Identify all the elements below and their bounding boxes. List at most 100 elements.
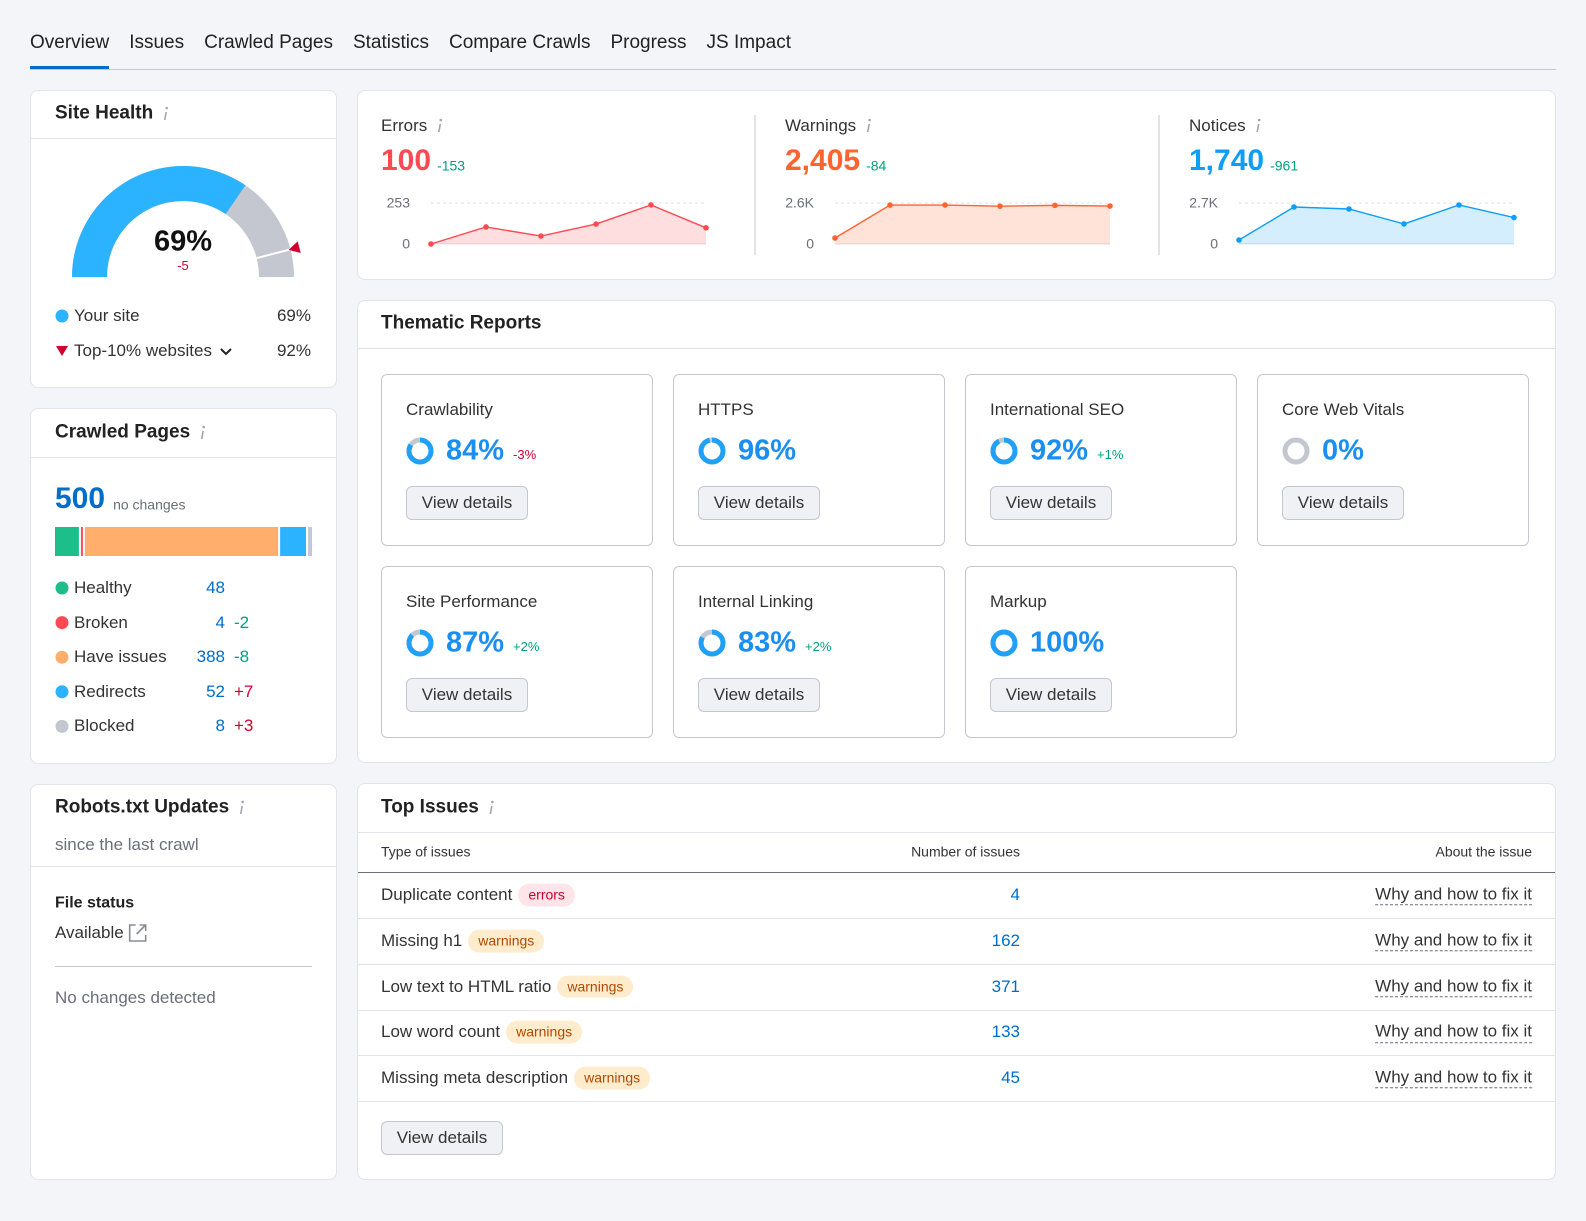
row-change: +3: [234, 716, 254, 736]
summary-label: Errors: [381, 115, 428, 135]
fix-link[interactable]: Why and how to fix it: [1375, 1022, 1532, 1043]
y-tick-label: 0: [1210, 235, 1218, 252]
crawled-total: 500: [55, 482, 106, 515]
view-details-button[interactable]: View details: [1282, 486, 1404, 520]
report-name: Internal Linking: [698, 591, 814, 611]
row-value: 388: [196, 646, 225, 666]
view-details-button[interactable]: View details: [406, 678, 528, 712]
column-header: Number of issues: [911, 843, 1020, 860]
view-details-button[interactable]: View details: [406, 486, 528, 520]
report-name: Site Performance: [406, 591, 538, 611]
report-name: Crawlability: [406, 399, 493, 419]
fix-link[interactable]: Why and how to fix it: [1375, 930, 1532, 952]
report-change: -3%: [513, 447, 537, 463]
summary-change: -153: [437, 157, 466, 174]
divider: [358, 1055, 1555, 1057]
row-value: 4: [215, 612, 225, 632]
card-title: Crawled Pages: [55, 421, 191, 443]
tab[interactable]: Overview: [30, 32, 110, 69]
report-tile: [381, 374, 653, 546]
divider: [358, 963, 1555, 965]
issue-tag: warnings: [468, 929, 545, 953]
y-tick-label: 253: [386, 194, 410, 211]
tab[interactable]: Statistics: [352, 32, 429, 53]
issue-name[interactable]: Low text to HTML ratio: [381, 976, 552, 996]
summary-total: 100: [381, 144, 432, 177]
thematic-reports-card: [357, 300, 1556, 763]
issue-name[interactable]: Missing meta description: [381, 1067, 569, 1087]
row-label: Blocked: [74, 716, 135, 736]
tab[interactable]: Progress: [610, 32, 687, 53]
tab[interactable]: JS Impact: [706, 32, 791, 53]
view-details-button[interactable]: View details: [698, 678, 820, 712]
y-tick-label: 2.7K: [1189, 194, 1218, 211]
report-change: +2%: [513, 639, 540, 655]
column-header: Type of issues: [381, 843, 471, 860]
summary-change: -84: [866, 157, 887, 174]
report-score: 100%: [1030, 626, 1105, 659]
report-change: +2%: [805, 639, 832, 655]
issue-tag: warnings: [557, 975, 634, 998]
report-change: +1%: [1097, 447, 1124, 463]
fix-link[interactable]: Why and how to fix it: [1375, 976, 1532, 998]
summary-label: Notices: [1189, 115, 1246, 135]
card-title: Thematic Reports: [381, 312, 542, 334]
report-name: Markup: [990, 591, 1047, 611]
issue-count[interactable]: 371: [991, 976, 1020, 996]
issue-count[interactable]: 45: [1001, 1067, 1020, 1087]
issue-name[interactable]: Duplicate content: [381, 884, 513, 904]
row-label: Healthy: [74, 577, 132, 597]
issue-name[interactable]: Missing h1: [381, 930, 463, 950]
report-score: 83%: [738, 626, 797, 659]
divider: [358, 348, 1555, 349]
legend-label: Top-10% websites: [74, 340, 212, 360]
view-details-button[interactable]: View details: [990, 678, 1112, 712]
view-details-button[interactable]: View details: [381, 1121, 503, 1155]
row-change: -8: [234, 646, 250, 666]
y-tick-label: 0: [402, 235, 410, 252]
summary-total: 1,740: [1189, 144, 1265, 177]
message: No changes detected: [55, 987, 216, 1007]
fix-link[interactable]: Why and how to fix it: [1375, 1067, 1532, 1089]
tab[interactable]: Crawled Pages: [204, 32, 333, 53]
fix-link[interactable]: Why and how to fix it: [1375, 884, 1532, 906]
divider: [358, 1101, 1555, 1102]
divider: [30, 69, 1556, 70]
row-value: 52: [206, 681, 225, 701]
report-name: Core Web Vitals: [1282, 399, 1405, 419]
robots-card: [30, 784, 337, 1180]
report-tile: [965, 566, 1237, 738]
issue-name[interactable]: Low word count: [381, 1022, 501, 1042]
summary-total: 2,405: [785, 144, 861, 177]
tab[interactable]: Compare Crawls: [448, 32, 591, 53]
row-change: -2: [234, 612, 250, 632]
row-value: 8: [215, 716, 225, 736]
file-status-label: File status: [55, 894, 135, 912]
divider: [55, 966, 312, 967]
report-score: 84%: [446, 434, 505, 467]
issue-count[interactable]: 4: [1010, 884, 1020, 904]
report-tile: [673, 374, 945, 546]
report-tile: [673, 566, 945, 738]
tab[interactable]: Issues: [129, 32, 185, 53]
legend-label: Your site: [74, 305, 140, 325]
issue-count[interactable]: 162: [991, 930, 1020, 950]
y-tick-label: 0: [806, 235, 814, 252]
card-title: Top Issues: [381, 796, 479, 818]
legend-value: 69%: [276, 305, 311, 325]
report-tile: [1257, 374, 1529, 546]
crawled-note: no changes: [113, 496, 186, 513]
view-details-button[interactable]: View details: [990, 486, 1112, 520]
report-name: International SEO: [990, 399, 1125, 419]
report-score: 87%: [446, 626, 505, 659]
issue-summary-card: [357, 90, 1556, 280]
file-status-value[interactable]: Available: [55, 922, 124, 942]
issue-count[interactable]: 133: [991, 1022, 1020, 1042]
divider: [31, 457, 336, 458]
health-score: 69%: [153, 225, 213, 258]
issue-tag: errors: [518, 883, 575, 907]
view-details-button[interactable]: View details: [698, 486, 820, 520]
divider: [358, 872, 1555, 873]
divider: [358, 832, 1555, 833]
